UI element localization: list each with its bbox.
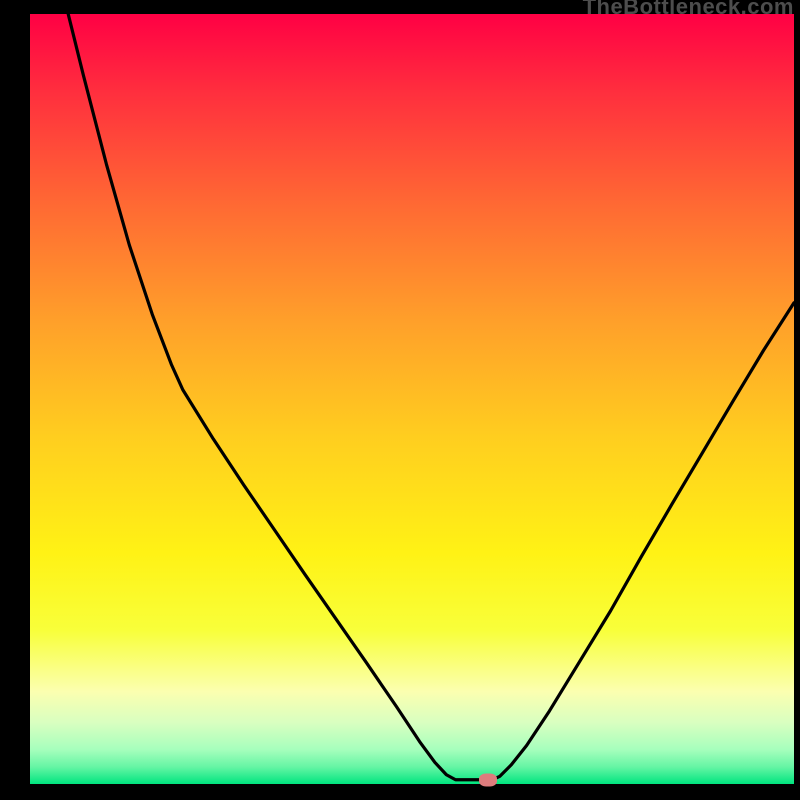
heat-gradient: [30, 14, 794, 784]
watermark-text: TheBottleneck.com: [583, 0, 794, 20]
plot-area: [30, 14, 794, 784]
optimum-marker: [479, 773, 497, 786]
